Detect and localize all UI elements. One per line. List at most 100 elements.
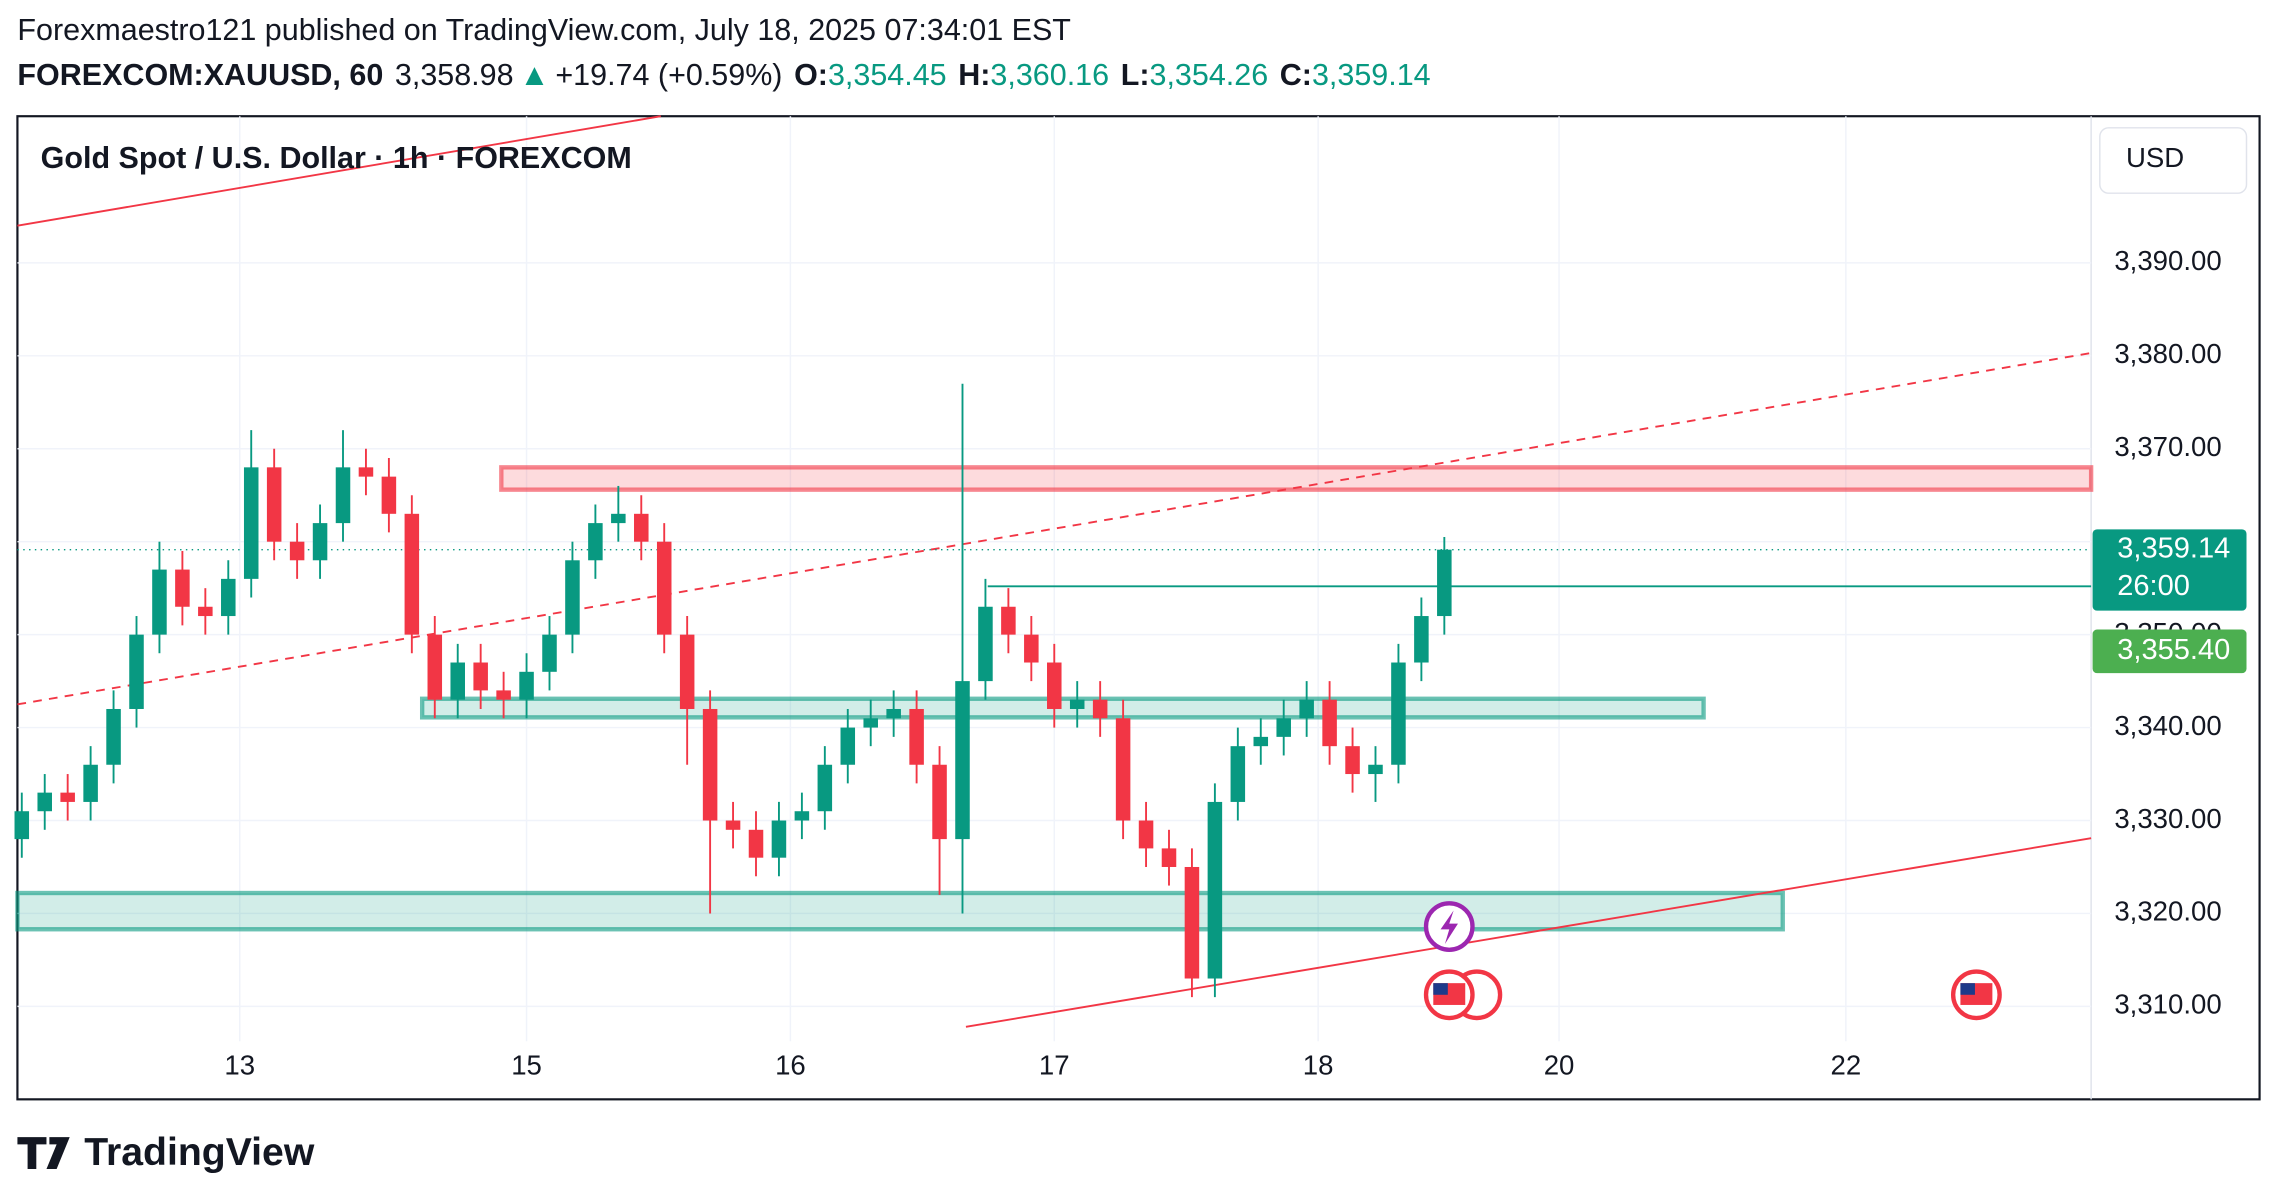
candle-body [978, 606, 993, 682]
symbol-line: FOREXCOM:XAUUSD, 60 3,358.98 ▲ +19.74 (+0.5… [17, 58, 1430, 92]
candle-body [771, 820, 787, 858]
price-tag [2092, 629, 2247, 674]
candle-body [794, 811, 810, 821]
last-price: 3,358.98 [395, 58, 514, 92]
ohlc-label: H: [958, 58, 990, 92]
candle-body [1047, 662, 1062, 709]
candle-body [886, 708, 901, 719]
candle-body [1299, 699, 1314, 719]
candle-body [289, 541, 305, 561]
y-tick-label: 3,340.00 [2114, 710, 2221, 741]
candle-body [955, 681, 970, 840]
x-tick-label: 20 [1544, 1050, 1575, 1081]
candle-body [450, 662, 465, 700]
zone [419, 696, 1706, 720]
price-tag-label: 3,359.14 [2117, 532, 2230, 564]
candle-body [932, 764, 947, 840]
y-tick-label: 3,380.00 [2114, 338, 2221, 369]
candle-body [221, 578, 236, 617]
candle-body [656, 541, 672, 635]
candle-body [1184, 866, 1200, 979]
ohlc-value: 3,359.14 [1312, 58, 1431, 92]
ohlc-value: 3,354.26 [1149, 58, 1268, 92]
event-icons [1423, 901, 2002, 1021]
candle-body [817, 764, 833, 812]
currency-box[interactable] [2099, 127, 2248, 194]
price-tag [2092, 529, 2247, 611]
currency: USD [2126, 142, 2184, 173]
ohlc-label: C: [1280, 58, 1312, 92]
trend-line [17, 115, 661, 227]
candle-body [1437, 549, 1452, 617]
candle-body [1092, 699, 1108, 719]
candle-body [1391, 662, 1406, 765]
candle-body [37, 792, 52, 812]
candle-body [496, 690, 511, 700]
candle-body [335, 467, 351, 524]
candle-body [679, 634, 695, 709]
chart-frame [16, 115, 2261, 1101]
x-tick-label: 15 [511, 1050, 542, 1081]
y-tick-label: 3,370.00 [2114, 431, 2221, 462]
candle-body [473, 662, 488, 691]
candle-body [1069, 699, 1085, 709]
candle-body [1368, 764, 1383, 775]
candle-body [748, 829, 764, 858]
candle-body [588, 523, 603, 561]
y-tick-label: 3,330.00 [2114, 803, 2221, 834]
plot: 3,310.003,320.003,330.003,340.003,350.00… [14, 115, 2247, 1081]
zone [15, 890, 1785, 932]
candle-body [565, 560, 580, 635]
flag-canton [1960, 983, 1975, 995]
ohlc-value: 3,354.45 [828, 58, 947, 92]
candle-body [519, 671, 534, 700]
x-tick-label: 13 [224, 1050, 255, 1081]
candle-body [1276, 718, 1291, 737]
candle-body [1345, 746, 1360, 775]
chart-title: Gold Spot / U.S. Dollar · 1h · FOREXCOM [41, 141, 632, 175]
candle-body [542, 634, 557, 672]
ohlc-label: O: [794, 58, 828, 92]
candle-body [266, 467, 282, 542]
change: +19.74 (+0.59%) [555, 58, 782, 92]
x-tick-label: 22 [1831, 1050, 1862, 1081]
candle-body [106, 708, 121, 765]
candle-body [1001, 606, 1016, 635]
countdown: 26:00 [2117, 570, 2190, 602]
ohlc-value: 3,360.16 [990, 58, 1109, 92]
y-tick-label: 3,310.00 [2114, 989, 2221, 1020]
x-tick-label: 16 [775, 1050, 806, 1081]
candle-body [863, 718, 878, 728]
candle-body [1322, 699, 1337, 747]
candle-body [702, 708, 718, 821]
ohlc-label: L: [1121, 58, 1150, 92]
price-tag-label: 3,355.40 [2117, 634, 2230, 666]
candle-body [358, 467, 374, 477]
lightning [1440, 910, 1458, 944]
candle-body [83, 764, 98, 802]
candle-body [1161, 848, 1177, 867]
flag-canton [1433, 983, 1448, 995]
logo-mark [17, 1137, 70, 1170]
candle-body [152, 569, 167, 635]
candle-body [840, 727, 856, 765]
candle-body [1115, 718, 1131, 821]
zone [499, 465, 2094, 492]
candle-body [1138, 820, 1154, 849]
publish-line: Forexmaestro121 published on TradingView… [17, 13, 1070, 47]
brand: TradingView [84, 1131, 315, 1174]
candle-body [60, 792, 75, 802]
y-tick-label: 3,320.00 [2114, 896, 2221, 927]
candle-body [909, 708, 924, 765]
x-tick-label: 18 [1303, 1050, 1334, 1081]
candle-body [427, 634, 443, 700]
candle-body [1207, 801, 1223, 979]
candle-body [14, 811, 30, 840]
y-tick-label: 3,390.00 [2114, 245, 2221, 276]
x-tick-label: 17 [1039, 1050, 1070, 1081]
candle-body [381, 476, 397, 514]
symbol: FOREXCOM:XAUUSD, 60 [17, 58, 383, 92]
trend-line [965, 837, 2092, 1028]
